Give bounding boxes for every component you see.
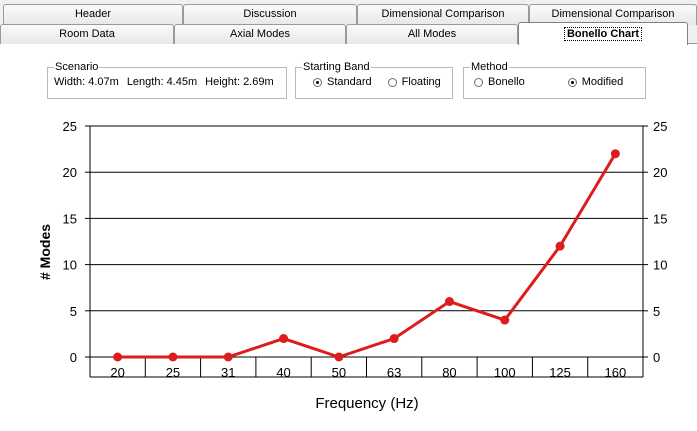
scenario-legend: Scenario <box>55 61 99 73</box>
x-tick-label: 80 <box>442 365 456 380</box>
y-tick-label-left: 25 <box>63 119 77 134</box>
x-tick-label: 63 <box>387 365 401 380</box>
data-point <box>223 352 233 362</box>
bonello-radio-label[interactable]: Bonello <box>488 76 525 88</box>
data-point <box>113 352 123 362</box>
x-tick-label: 25 <box>166 365 180 380</box>
y-tick-label-right: 10 <box>653 258 667 273</box>
data-point <box>334 352 344 362</box>
data-point <box>500 315 510 325</box>
y-tick-label-left: 20 <box>63 165 77 180</box>
tab-all-modes[interactable]: All Modes <box>346 24 518 44</box>
x-tick-label: 20 <box>110 365 124 380</box>
starting-band-legend: Starting Band <box>303 61 370 73</box>
tab-axial-modes[interactable]: Axial Modes <box>174 24 346 44</box>
plot-frame <box>89 125 644 358</box>
method-legend: Method <box>471 61 508 73</box>
method-group: Method Bonello Modified <box>463 61 646 99</box>
scenario-length: Length: 4.45m <box>126 76 198 88</box>
y-tick-label-left: 5 <box>70 304 77 319</box>
y-tick-label-right: 0 <box>653 350 660 365</box>
y-tick-label-right: 15 <box>653 211 667 226</box>
y-tick-label-right: 5 <box>653 304 660 319</box>
tab-room-data[interactable]: Room Data <box>0 24 174 44</box>
modified-radio-label[interactable]: Modified <box>581 76 624 88</box>
y-axis-label: # Modes <box>37 224 53 280</box>
standard-radio-indicator[interactable] <box>313 77 322 87</box>
y-tick-label-right: 20 <box>653 165 667 180</box>
modified-radio-indicator[interactable] <box>567 77 577 87</box>
standard-radio-label[interactable]: Standard <box>327 76 372 88</box>
x-tick-label: 50 <box>332 365 346 380</box>
bonello-radio-indicator[interactable] <box>474 77 483 87</box>
x-tick-label: 31 <box>221 365 235 380</box>
floating-radio-label[interactable]: Floating <box>401 76 441 88</box>
data-point <box>389 334 399 344</box>
bonello-radio[interactable]: Bonello <box>474 76 525 88</box>
x-tick-label: 100 <box>494 365 516 380</box>
tab-bonello-chart-label: Bonello Chart <box>563 27 643 41</box>
data-point <box>168 352 178 362</box>
y-tick-label-left: 15 <box>63 211 77 226</box>
scenario-group: Scenario Width: 4.07m Length: 4.45m Heig… <box>47 61 287 99</box>
data-point <box>610 149 620 159</box>
series-line <box>117 152 617 359</box>
tab-header[interactable]: Header <box>3 4 183 25</box>
modified-radio[interactable]: Modified <box>567 76 624 88</box>
data-point <box>279 334 289 344</box>
tab-dimensional-comparison[interactable]: Dimensional Comparison <box>357 4 529 25</box>
starting-band-group: Starting Band Standard Floating <box>295 61 453 99</box>
data-point <box>444 297 454 307</box>
x-tick-label: 160 <box>604 365 626 380</box>
standard-radio[interactable]: Standard <box>313 76 372 88</box>
tab-discussion[interactable]: Discussion <box>183 4 357 25</box>
tab-bonello-chart[interactable]: Bonello Chart <box>518 22 688 45</box>
data-point <box>555 241 565 251</box>
y-tick-label-left: 10 <box>63 258 77 273</box>
tab-dimensional-comparison-2[interactable]: Dimensional Comparison <box>529 4 697 25</box>
y-tick-label-right: 25 <box>653 119 667 134</box>
x-tick-label: 40 <box>276 365 290 380</box>
scenario-width: Width: 4.07m <box>54 76 119 88</box>
y-tick-label-left: 0 <box>70 350 77 365</box>
floating-radio[interactable]: Floating <box>387 76 441 88</box>
x-tick-label: 125 <box>549 365 571 380</box>
bonello-chart-panel <box>0 44 697 431</box>
floating-radio-indicator[interactable] <box>387 77 397 87</box>
scenario-height: Height: 2.69m <box>205 76 274 88</box>
x-axis-label: Frequency (Hz) <box>315 395 418 412</box>
